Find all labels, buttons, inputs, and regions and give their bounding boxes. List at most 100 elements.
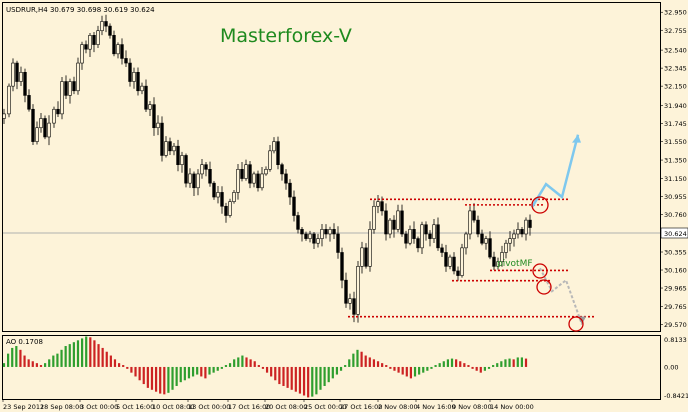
candle-body [47,122,51,138]
candle-body [72,81,76,92]
price-tick-label: 30.955 [664,193,687,201]
candle-body [276,141,280,165]
candle-body [408,229,412,244]
price-tick-label: 29.570 [664,321,687,329]
candle-body [380,201,384,212]
candle-body [440,247,444,253]
candle-body [136,71,140,92]
candle-body [468,210,472,235]
candle-body [436,224,440,249]
price-tick-label: 32.755 [664,27,687,35]
candle-body [428,233,432,239]
projection-down-line [539,267,583,325]
candle-body [104,21,108,27]
price-tick-label: 30.760 [664,211,687,219]
candle-body [132,71,136,82]
candle-body [500,252,504,263]
candle-body [348,298,352,304]
pivot-label: pivotMF [497,259,533,269]
candle-body [508,238,512,244]
candle-body [280,164,284,175]
candle-body [204,164,208,170]
candle-body [240,169,244,179]
candle-body [92,35,96,45]
candle-body [288,182,292,198]
candles [2,14,532,323]
time-tick-label: 25 Oct 00:00 [304,403,346,411]
candle-body [196,173,200,189]
candle-body [284,173,288,184]
candle-body [476,219,480,235]
candle-body [492,256,496,267]
main-chart-panel[interactable] [2,2,661,332]
price-tick-label: 30.355 [664,249,687,257]
candle-body [160,122,164,156]
candle-body [128,62,132,82]
candle-body [480,233,484,244]
candle-body [364,247,368,267]
candle-body [228,201,232,216]
candle-body [296,215,300,230]
candle-body [460,247,464,276]
candle-body [152,104,156,129]
candle-body [11,62,15,87]
watermark-title: Masterforex-V [220,25,352,47]
price-tick-label: 31.745 [664,120,687,128]
candle-body [292,196,296,216]
candle-body [320,229,324,239]
time-tick-label: 4 Nov 16:00 [416,403,456,411]
candle-body [316,238,320,244]
candle-body [520,229,524,235]
candle-body [176,145,180,165]
time-tick-label: 5 Oct 16:00 [116,403,154,411]
candle-body [224,205,228,216]
candle-body [488,238,492,258]
price-axis: 32.950 32.755 32.540 32.345 32.150 31.940 31.7… [660,9,687,329]
candle-body [76,62,80,92]
candle-body [164,141,168,156]
candle-body [332,229,336,235]
candle-body [392,219,396,230]
candle-body [432,224,436,239]
candle-body [424,224,428,235]
price-tick-label: 29.965 [664,285,687,293]
time-tick-label: 27 Oct 16:00 [340,403,382,411]
candle-body [512,233,516,239]
candle-body [84,44,88,50]
candle-body [252,173,256,184]
candle-body [308,233,312,239]
candle-body [96,30,100,45]
candle-body [116,44,120,55]
candle-body [64,81,68,96]
ao-axis: 0.8133 0.00 -0.8421 [664,336,688,400]
current-price-label: 30.624 [664,230,687,238]
candle-body [232,192,236,202]
ao-panel[interactable] [2,335,661,400]
candle-body [340,252,344,281]
candle-body [212,182,216,198]
candle-body [484,238,488,244]
candle-body [52,108,56,124]
candle-body [356,266,360,315]
candle-body [452,256,456,272]
candle-body [43,118,47,138]
candle-body [304,233,308,239]
support-resistance-levels [348,198,596,318]
resistance-circle [531,196,549,214]
current-price-tag [660,227,688,239]
candle-body [368,229,372,267]
candle-body [272,141,276,152]
candle-body [504,242,508,253]
candle-body [108,25,112,36]
candle-body [120,44,124,59]
candle-body [244,164,248,179]
candle-body [184,155,188,184]
candle-body [140,85,144,92]
candle-body [448,256,452,267]
ao-label: AO 0.1708 [6,338,43,346]
candle-body [404,233,408,244]
candle-body [496,261,500,267]
candle-body [312,233,316,244]
